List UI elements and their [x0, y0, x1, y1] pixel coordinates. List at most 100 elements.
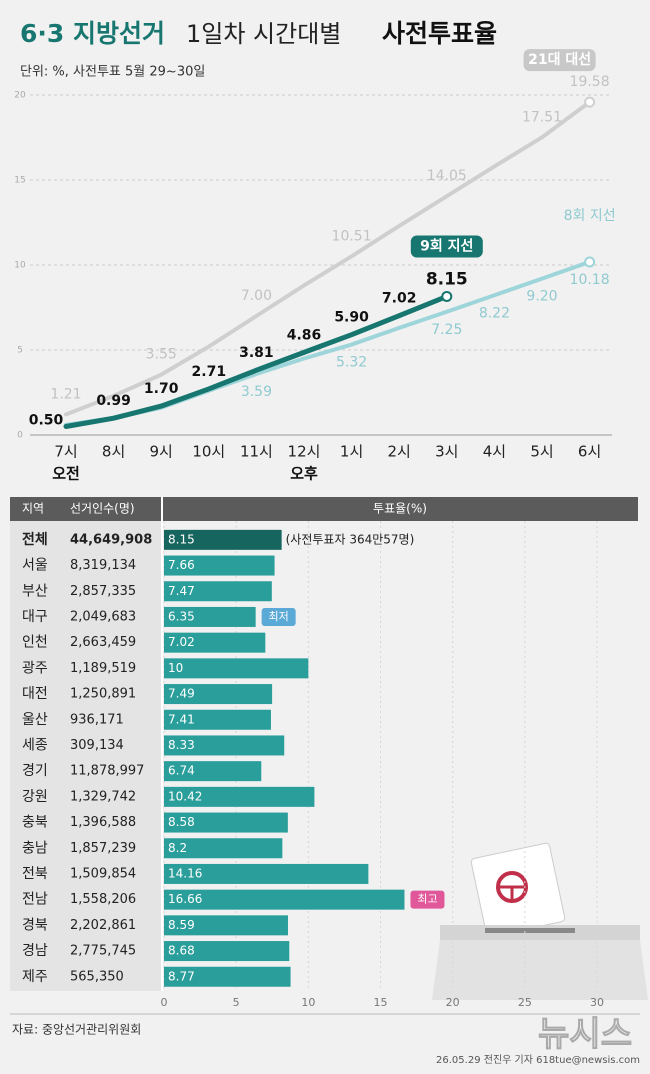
- region-label: 제주: [22, 969, 48, 985]
- watermark: 뉴시스: [538, 1015, 632, 1055]
- elector-count: 8,319,134: [70, 558, 136, 573]
- bar: [164, 684, 273, 705]
- region-label: 광주: [22, 660, 48, 676]
- bar: [164, 735, 285, 756]
- bar-note: (사전투표자 364만57명): [286, 532, 415, 546]
- x-tick-label: 2시: [388, 443, 411, 461]
- x-tick-label: 12시: [288, 443, 321, 461]
- legend-box: [410, 235, 483, 258]
- bar-value-label: 8.33: [168, 738, 195, 752]
- source: 자료: 중앙선거관리위원회: [12, 1023, 141, 1037]
- bar-value-label: 8.59: [168, 918, 195, 932]
- y-tick-label: 20: [14, 91, 26, 101]
- data-label: 1.21: [50, 386, 81, 402]
- data-label: 17.51: [522, 109, 562, 125]
- data-label: 8.22: [479, 305, 510, 321]
- x-tick-label: 20: [446, 996, 460, 1009]
- left-panel: [10, 521, 162, 991]
- data-label: 3.55: [146, 347, 177, 363]
- elector-count: 1,250,891: [70, 687, 136, 702]
- data-label: 10.18: [570, 272, 610, 288]
- data-label: 7.02: [382, 291, 417, 307]
- ballot-box-illustration: [432, 842, 648, 1000]
- data-label: 7.00: [241, 288, 272, 304]
- elector-count: 11,878,997: [70, 764, 144, 779]
- legend-box: [523, 49, 596, 72]
- elector-count: 2,663,459: [70, 635, 136, 650]
- x-tick-label: 10시: [192, 443, 225, 461]
- title-part: 6·3 지방선거: [20, 19, 165, 48]
- bar-note: 최고: [417, 893, 437, 906]
- region-label: 충남: [22, 840, 48, 856]
- elector-count: 1,509,854: [70, 866, 136, 881]
- elector-count: 2,049,683: [70, 609, 136, 624]
- elector-count: 1,857,239: [70, 841, 136, 856]
- data-label: 5.90: [334, 310, 369, 326]
- bar-value-label: 14.16: [168, 866, 202, 880]
- bar: [164, 889, 405, 910]
- series-line: [63, 293, 450, 429]
- end-marker: [584, 96, 596, 108]
- bar-value-label: 7.47: [168, 584, 195, 598]
- data-label: 2.71: [192, 364, 227, 380]
- bar-value-label: 16.66: [168, 892, 202, 906]
- data-label: 14.05: [427, 168, 467, 184]
- bar-value-label: 6.35: [168, 609, 195, 623]
- title-part: 사전투표율: [382, 19, 497, 48]
- bar-value-label: 10.42: [168, 789, 202, 803]
- x-tick-label: 7시: [54, 443, 77, 461]
- region-label: 부산: [22, 583, 48, 599]
- bar-value-label: 7.02: [168, 635, 195, 649]
- bar-value-label: 6.74: [168, 764, 195, 778]
- elector-count: 44,649,908: [70, 532, 152, 547]
- x-tick-label: 3시: [435, 443, 458, 461]
- x-tick-label: 4시: [483, 443, 506, 461]
- y-tick-label: 15: [14, 176, 25, 186]
- data-label: 10.51: [332, 228, 372, 244]
- bar: [164, 966, 291, 987]
- legend-label: 8회 지선: [564, 208, 616, 224]
- data-label: 7.25: [431, 322, 462, 338]
- region-label: 경남: [22, 943, 48, 959]
- elector-count: 2,775,745: [70, 944, 136, 959]
- elector-count: 1,396,588: [70, 815, 136, 830]
- bar: [164, 606, 256, 627]
- bar-value-label: 8.77: [168, 969, 195, 983]
- bar-value-label: 8.2: [168, 841, 187, 855]
- region-label: 전북: [22, 866, 48, 882]
- legend-label: 21대 대선: [528, 52, 591, 68]
- bar-note: 최저: [269, 610, 289, 623]
- bar: [164, 786, 315, 807]
- region-label: 세종: [22, 737, 48, 753]
- column-header: 지역: [22, 502, 44, 516]
- x-tick-label: 1시: [340, 443, 363, 461]
- bar: [164, 941, 290, 962]
- column-header: 선거인수(명): [70, 502, 135, 516]
- x-tick-label: 11시: [240, 443, 273, 461]
- data-label: 0.99: [96, 393, 131, 409]
- bar-value-label: 7.49: [168, 687, 195, 701]
- bar: [164, 761, 262, 782]
- y-tick-label: 5: [17, 346, 23, 356]
- elector-count: 309,134: [70, 738, 124, 753]
- title-part: 1일차 시간대별: [186, 20, 341, 48]
- bar: [164, 581, 272, 602]
- bar-value-label: 8.58: [168, 815, 195, 829]
- bar: [164, 709, 271, 730]
- x-group-label: 오후: [290, 465, 318, 483]
- legend-label: 9회 지선: [420, 238, 473, 254]
- x-tick-label: 9시: [150, 443, 173, 461]
- subtitle: 단위: %, 사전투표 5월 29~30일: [20, 65, 205, 80]
- bar: [164, 658, 309, 679]
- bar-note-box: [410, 890, 445, 909]
- bar: [164, 838, 283, 859]
- region-label: 서울: [22, 558, 48, 574]
- data-label: 1.70: [144, 381, 179, 397]
- table-header: [10, 497, 638, 521]
- region-label: 울산: [22, 712, 48, 728]
- x-tick-label: 25: [518, 996, 532, 1009]
- region-label: 인천: [22, 635, 48, 651]
- bar-note-box: [261, 607, 296, 626]
- region-label: 충북: [22, 815, 48, 831]
